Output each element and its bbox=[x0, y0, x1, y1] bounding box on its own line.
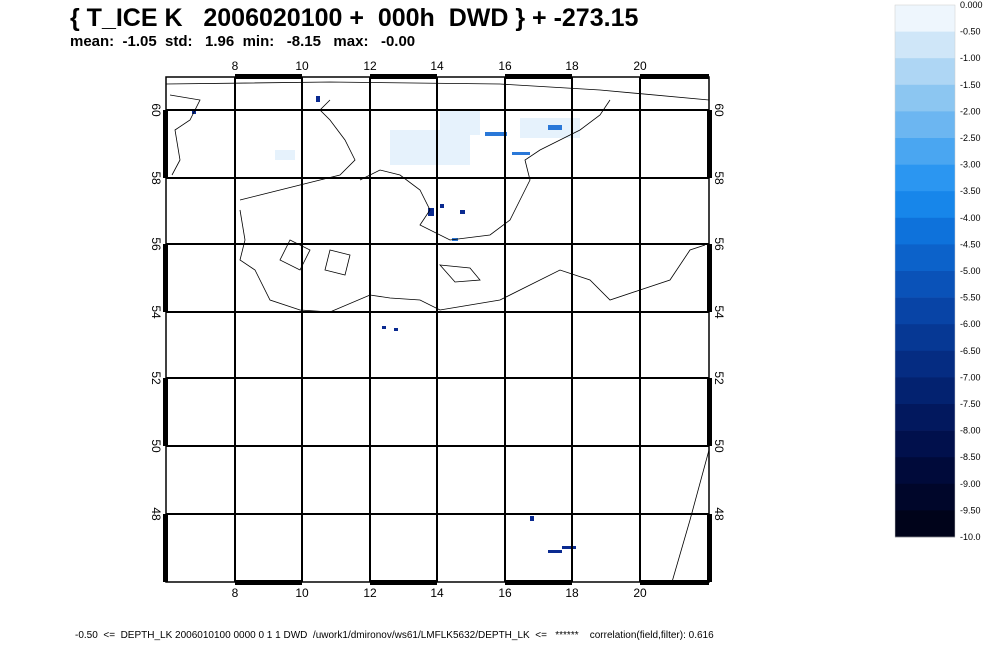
colorbar-label: -3.00 bbox=[960, 160, 981, 170]
colorbar-label: -0.50 bbox=[960, 27, 981, 37]
y-label: 54 bbox=[712, 305, 726, 319]
y-label: 48 bbox=[712, 507, 726, 521]
frame-bar bbox=[163, 110, 168, 178]
colorbar-label: -7.50 bbox=[960, 399, 981, 409]
frame-bar bbox=[163, 378, 168, 446]
colorbar-label: -9.00 bbox=[960, 479, 981, 489]
colorbar-box bbox=[895, 164, 955, 192]
stats: mean: -1.05 std: 1.96 min: -8.15 max: -0… bbox=[70, 33, 415, 50]
colorbar-label: -9.50 bbox=[960, 505, 981, 515]
y-label: 48 bbox=[149, 507, 163, 521]
colorbar-box bbox=[895, 377, 955, 405]
colorbar-label: -8.50 bbox=[960, 452, 981, 462]
colorbar-box bbox=[895, 430, 955, 458]
colorbar-box bbox=[895, 271, 955, 298]
colorbar-label: -1.00 bbox=[960, 53, 981, 63]
colorbar-box bbox=[895, 111, 955, 139]
frame-bar bbox=[235, 580, 302, 585]
colorbar-box bbox=[895, 297, 955, 325]
y-label: 52 bbox=[712, 371, 726, 385]
x-label: 16 bbox=[498, 59, 512, 73]
colorbar-box bbox=[895, 31, 955, 59]
colorbar-label: -5.00 bbox=[960, 266, 981, 276]
colorbar-box bbox=[895, 191, 955, 219]
colorbar-frame bbox=[894, 4, 956, 538]
colorbar-label: -8.00 bbox=[960, 426, 981, 436]
frame-bar bbox=[707, 244, 712, 312]
y-label: 58 bbox=[149, 171, 163, 185]
x-label: 16 bbox=[498, 586, 512, 600]
colorbar-box bbox=[895, 510, 955, 538]
colorbar-box bbox=[895, 58, 955, 86]
colorbar-box bbox=[895, 244, 955, 272]
colorbar: 0.000 -0.50 -1.00 -1.50 -2.00 -2.50 -3.00 -3.50… bbox=[894, 0, 983, 542]
x-label: 20 bbox=[633, 59, 647, 73]
colorbar-box bbox=[895, 350, 955, 378]
colorbar-box bbox=[895, 84, 955, 112]
frame-bar bbox=[505, 580, 572, 585]
frame-bar bbox=[505, 74, 572, 79]
colorbar-label: -2.00 bbox=[960, 106, 981, 116]
colorbar-box bbox=[895, 5, 955, 32]
colorbar-label: -6.00 bbox=[960, 319, 981, 329]
y-label: 56 bbox=[149, 237, 163, 251]
x-label: 12 bbox=[363, 59, 377, 73]
colorbar-box bbox=[895, 217, 955, 245]
title: { T_ICE K 2006020100 + 000h DWD } + -273… bbox=[70, 4, 638, 32]
x-label: 18 bbox=[565, 586, 579, 600]
frame-bar bbox=[640, 74, 709, 79]
coastline bbox=[165, 81, 710, 583]
frame-bar bbox=[707, 378, 712, 446]
y-label: 54 bbox=[149, 305, 163, 319]
colorbar-label: -3.50 bbox=[960, 186, 981, 196]
colorbar-label: -7.00 bbox=[960, 372, 981, 382]
graticule: 8 8 10 10 12 12 14 14 16 16 18 18 20 20 60 60 58 58 56 56 54… bbox=[149, 59, 726, 600]
colorbar-box bbox=[895, 324, 955, 352]
colorbar-label: -10.0 bbox=[960, 532, 981, 542]
colorbar-label: -1.50 bbox=[960, 80, 981, 90]
footer: -0.50 <= DEPTH_LK 2006010100 0000 0 1 1 … bbox=[75, 630, 714, 641]
colorbar-label: -4.00 bbox=[960, 213, 981, 223]
colorbar-box bbox=[895, 457, 955, 485]
colorbar-box bbox=[895, 404, 955, 431]
frame-bar bbox=[707, 514, 712, 582]
colorbar-label: -2.50 bbox=[960, 133, 981, 143]
frame-bar bbox=[235, 74, 302, 79]
y-label: 52 bbox=[149, 371, 163, 385]
x-label: 14 bbox=[430, 586, 444, 600]
x-label: 8 bbox=[232, 59, 239, 73]
frame-bar bbox=[707, 110, 712, 178]
y-label: 56 bbox=[712, 237, 726, 251]
colorbar-box bbox=[895, 138, 955, 165]
frame-bar bbox=[370, 74, 437, 79]
y-label: 50 bbox=[712, 439, 726, 453]
frame-bar bbox=[640, 580, 709, 585]
frame-bar bbox=[370, 580, 437, 585]
map: 8 8 10 10 12 12 14 14 16 16 18 18 20 20 60 60 58 58 56 56 54… bbox=[149, 59, 726, 600]
colorbar-label: -5.50 bbox=[960, 293, 981, 303]
x-label: 12 bbox=[363, 586, 377, 600]
colorbar-box bbox=[895, 483, 955, 511]
y-label: 58 bbox=[712, 171, 726, 185]
ice-light bbox=[275, 110, 580, 165]
colorbar-label: 0.000 bbox=[960, 0, 983, 10]
y-label: 50 bbox=[149, 439, 163, 453]
x-label: 10 bbox=[295, 59, 309, 73]
x-label: 10 bbox=[295, 586, 309, 600]
y-label: 60 bbox=[712, 103, 726, 117]
x-label: 18 bbox=[565, 59, 579, 73]
frame-bar bbox=[163, 514, 168, 582]
x-label: 14 bbox=[430, 59, 444, 73]
x-label: 20 bbox=[633, 586, 647, 600]
colorbar-label: -6.50 bbox=[960, 346, 981, 356]
x-label: 8 bbox=[232, 586, 239, 600]
colorbar-label: -4.50 bbox=[960, 239, 981, 249]
frame-bar bbox=[163, 244, 168, 312]
y-label: 60 bbox=[149, 103, 163, 117]
